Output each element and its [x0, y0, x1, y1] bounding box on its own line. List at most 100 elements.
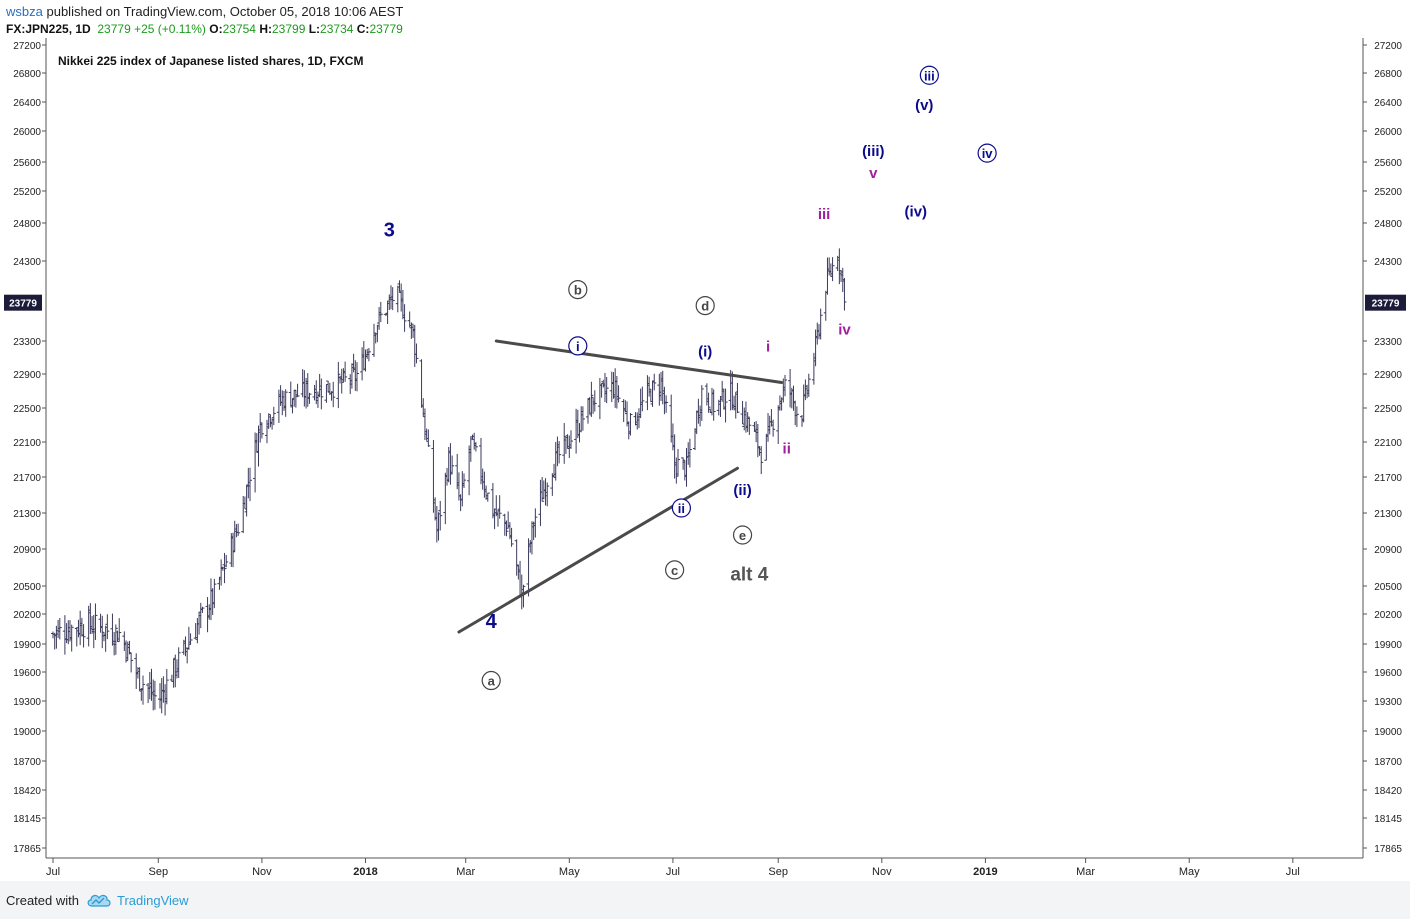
wave-label: ii [671, 498, 692, 518]
ohlc-bar [640, 386, 645, 412]
wave-label-text: 4 [486, 611, 498, 633]
x-tick-label: 2019 [973, 866, 997, 878]
y-tick-label: 25600 [1374, 158, 1402, 169]
ohlc-bar [248, 467, 253, 502]
chart-header: wsbza published on TradingView.com, Octo… [0, 0, 1410, 40]
y-tick-label: 20200 [13, 610, 41, 621]
ohlc-bar [331, 381, 336, 408]
y-tick-label: 22100 [1374, 438, 1402, 449]
low-value: 23734 [320, 22, 354, 36]
ohlc-bar [783, 374, 788, 397]
ohlc-bar [390, 287, 395, 311]
ohlc-bar [355, 362, 360, 392]
wave-label: c [665, 560, 685, 580]
last-price-tag-text: 23779 [9, 299, 37, 310]
ohlc-bar [57, 618, 62, 640]
ohlc-bar [533, 508, 538, 538]
ohlc-legend: FX:JPN225, 1D 23779 +25 (+0.11%) O:23754… [6, 22, 403, 36]
ohlc-bar [141, 675, 146, 705]
ohlc-bar [818, 308, 823, 340]
ohlc-bar [545, 482, 550, 507]
ohlc-bar [616, 385, 621, 403]
wave-label-text: d [701, 299, 709, 314]
axes [45, 38, 1364, 859]
wave-label-text: (iii) [862, 143, 885, 160]
ohlc-bar [164, 669, 169, 705]
ohlc-bar [426, 429, 431, 447]
ohlc-bar [414, 343, 419, 364]
footer-bar [0, 881, 1410, 919]
tradingview-brand-link[interactable]: TradingView [117, 893, 189, 908]
open-value: 23754 [222, 22, 256, 36]
tradingview-cloud-icon[interactable] [86, 891, 112, 909]
x-tick-label: May [1179, 866, 1200, 878]
ohlc-bar [231, 532, 236, 568]
y-tick-label: 24300 [13, 257, 41, 268]
wave-label: 3 [384, 220, 395, 242]
ohlc-bar [485, 492, 490, 502]
y-tick-label: 17865 [1374, 844, 1402, 855]
y-tick-label: 19900 [1374, 640, 1402, 651]
y-tick-label: 18145 [1374, 814, 1402, 825]
triangle-upper-trendline[interactable] [494, 339, 784, 384]
ohlc-bar [129, 652, 134, 673]
ohlc-bar [759, 446, 764, 475]
y-tick-label: 24300 [1374, 257, 1402, 268]
y-tick-label: 21700 [13, 473, 41, 484]
wave-label-text: (iv) [905, 204, 928, 221]
ohlc-bar [830, 257, 835, 282]
y-axis-right[interactable]: 17865 18145 18420 18700 19000 19300 19600 19900… [1363, 41, 1402, 855]
wave-label: iv [977, 143, 997, 163]
wave-label: (iv) [905, 204, 928, 221]
wave-label: iii [919, 65, 939, 85]
ohlc-bar [69, 624, 74, 652]
y-tick-label: 20900 [1374, 545, 1402, 556]
ohlc-bar [723, 388, 728, 423]
wave-label: d [695, 296, 715, 316]
ohlc-bar [378, 301, 383, 323]
x-tick-label: Jul [666, 866, 680, 878]
ohlc-bar [200, 606, 205, 613]
ohlc-bar [113, 624, 118, 655]
y-tick-label: 22500 [13, 404, 41, 415]
x-axis[interactable]: Jul Sep Nov 2018 Mar May Jul Sep Nov 2019 Mar May Ju… [46, 858, 1300, 878]
publish-text: published on TradingView.com, October 05… [46, 4, 404, 19]
author-link[interactable]: wsbza [6, 4, 43, 19]
y-tick-label: 19900 [13, 640, 41, 651]
y-tick-label: 22900 [13, 370, 41, 381]
y-tick-label: 19000 [1374, 727, 1402, 738]
close-value: 23779 [369, 22, 403, 36]
y-axis-left[interactable]: 17865 18145 18420 18700 19000 19300 19600 19900… [13, 41, 46, 855]
symbol-label[interactable]: FX:JPN225, 1D [6, 22, 91, 36]
wave-label-text: v [869, 165, 878, 182]
high-value: 23799 [272, 22, 306, 36]
trendlines[interactable] [457, 339, 784, 634]
wave-label-text: (i) [698, 344, 712, 361]
wave-label-text: b [574, 283, 582, 298]
ohlc-bar [117, 618, 122, 642]
ohlc-bar [676, 448, 681, 477]
ohlc-bar [711, 389, 716, 421]
y-tick-label: 18420 [1374, 786, 1402, 797]
y-tick-label: 24800 [13, 219, 41, 230]
ohlc-bar [806, 373, 811, 397]
ohlc-bar [462, 473, 467, 488]
y-tick-label: 24800 [1374, 219, 1402, 230]
close-label: C: [356, 22, 370, 36]
ohlc-bar [562, 423, 567, 464]
wave-label-text: (ii) [733, 482, 751, 499]
y-tick-label: 26400 [13, 98, 41, 109]
wave-label-text: 3 [384, 220, 395, 242]
ohlc-bar [747, 417, 752, 435]
y-tick-label: 26400 [1374, 98, 1402, 109]
x-tick-label: 2018 [353, 866, 377, 878]
ohlc-bar [438, 500, 443, 531]
ohlc-bar [93, 603, 98, 640]
low-label: L: [308, 22, 321, 36]
triangle-lower-trendline[interactable] [457, 466, 739, 634]
y-tick-label: 20900 [13, 545, 41, 556]
ohlc-bars [51, 248, 847, 716]
wave-label-text: i [576, 339, 580, 354]
ohlc-bar [224, 554, 229, 568]
